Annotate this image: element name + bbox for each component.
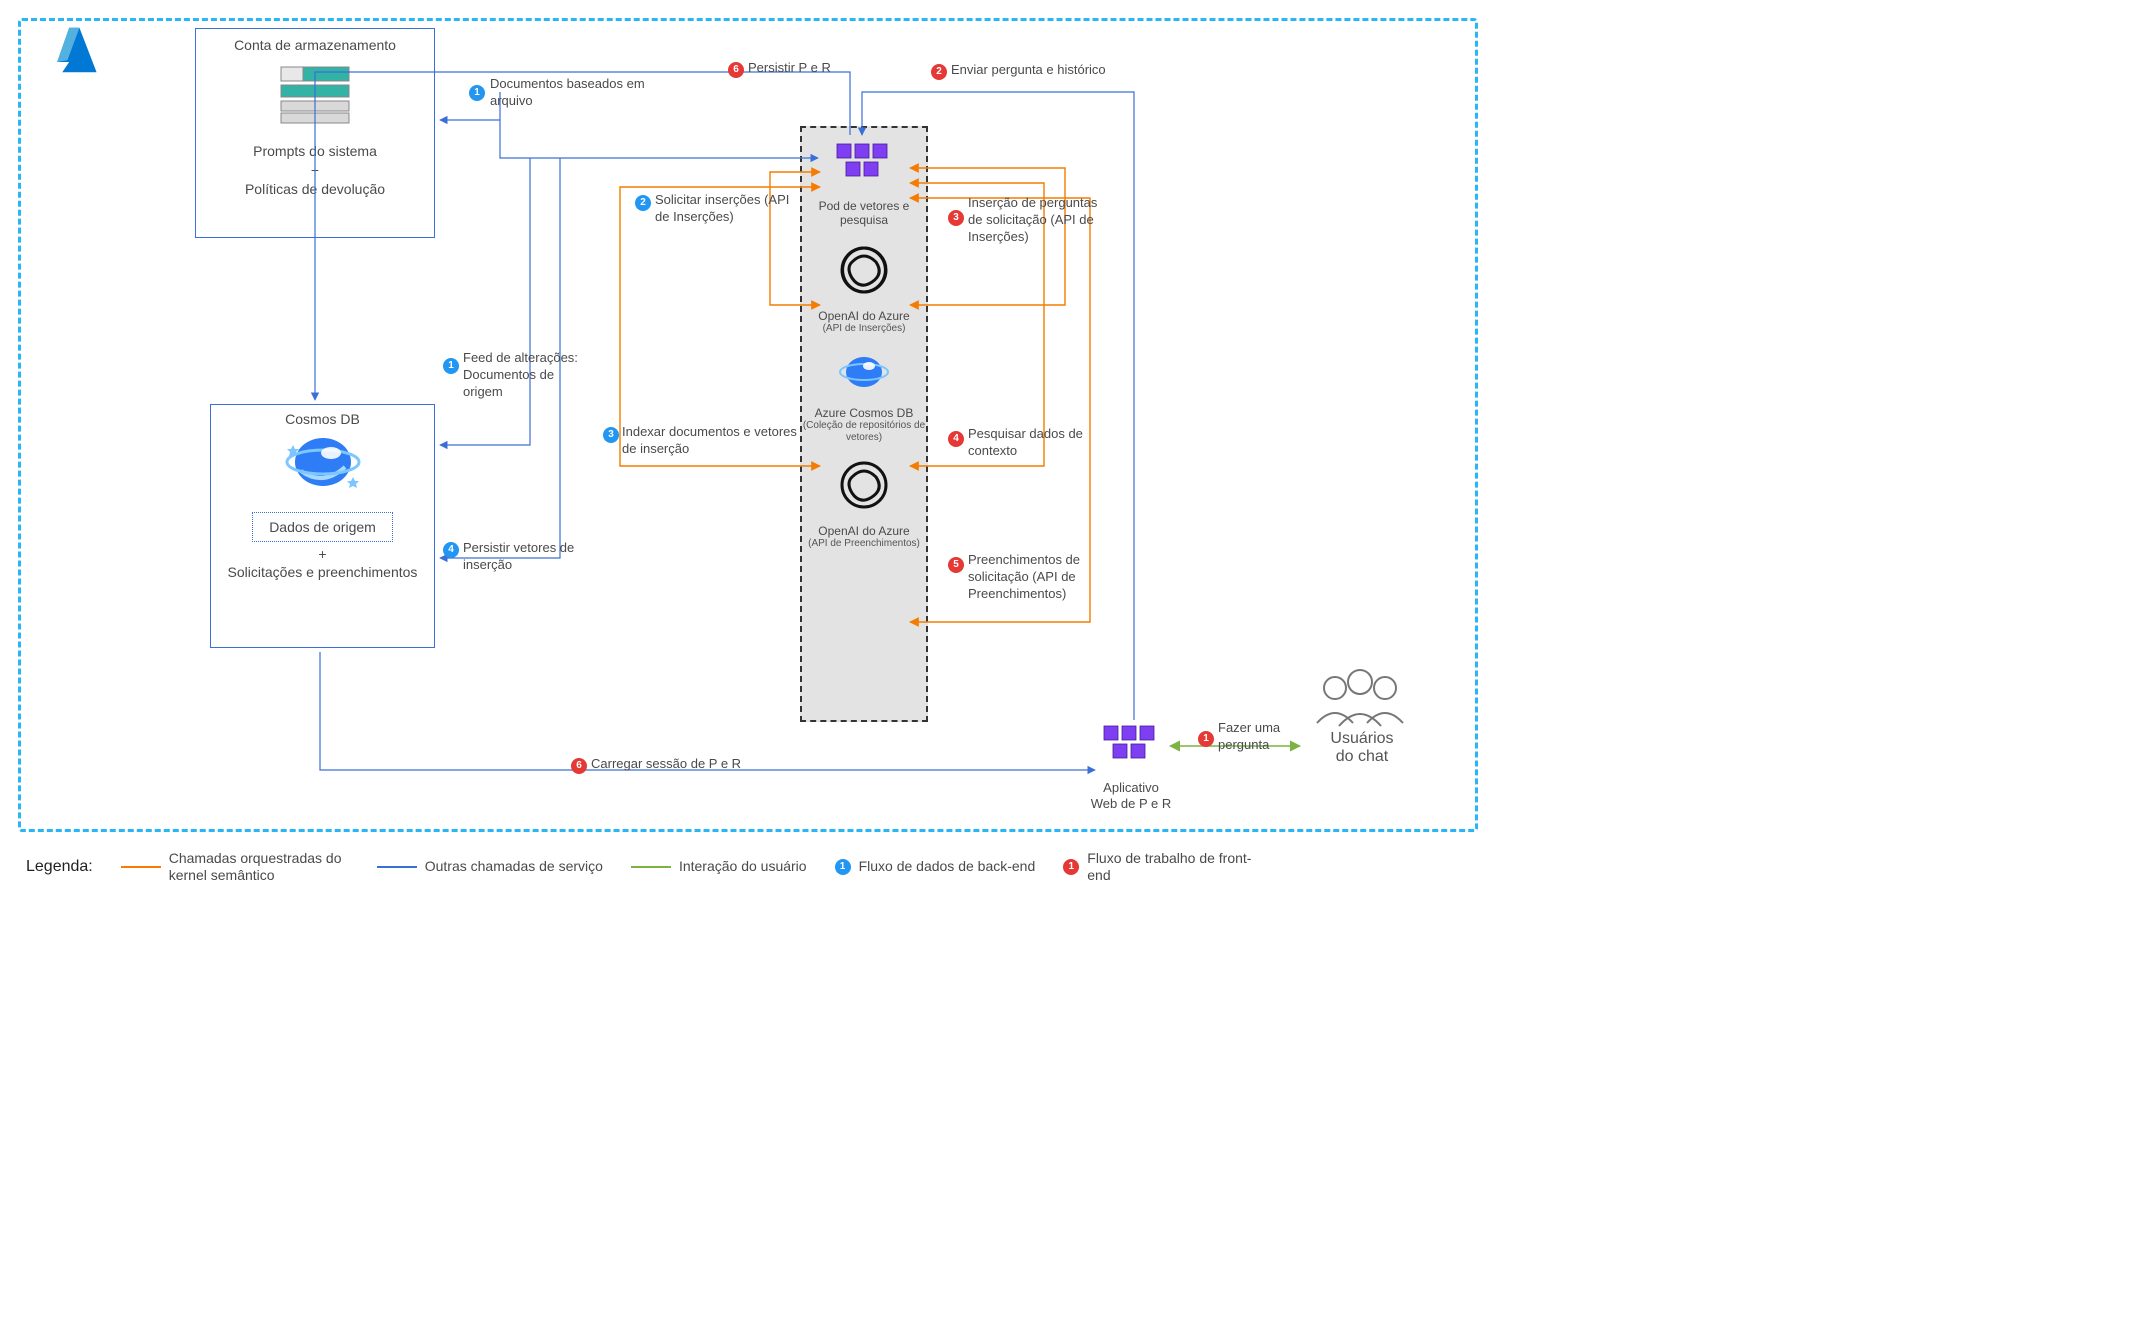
storage-sub-plus: + <box>311 162 319 178</box>
legend-swatch-blue <box>377 866 417 868</box>
webapp-label-line2: Web de P e R <box>1091 796 1171 811</box>
openai-preenchimentos-icon <box>836 457 892 513</box>
step-badge-b-red-2: 2 <box>931 64 947 80</box>
azure-logo-icon <box>50 26 102 74</box>
label-docs-file: Documentos baseados em arquivo <box>490 76 670 110</box>
label-insercoes: Solicitar inserções (API de Inserções) <box>655 192 805 226</box>
legend-title: Legenda: <box>26 858 93 876</box>
label-feed: Feed de alterações: Documentos de origem <box>463 350 583 401</box>
cosmos-source-data-box: Dados de origem <box>252 512 393 542</box>
legend-text-1: Outras chamadas de serviço <box>425 858 603 875</box>
storage-title: Conta de armazenamento <box>196 29 434 53</box>
storage-account-box: Conta de armazenamento Prompts do sistem… <box>195 28 435 238</box>
legend-swatch-green <box>631 866 671 868</box>
step-badge-b-blue-1a: 1 <box>469 85 485 101</box>
label-carregar: Carregar sessão de P e R <box>591 756 741 773</box>
step-badge-b-red-1: 1 <box>1198 731 1214 747</box>
pod-item-3-title: OpenAI do Azure <box>802 524 926 538</box>
step-badge-b-red-6b: 6 <box>571 758 587 774</box>
step-badge-b-blue-3: 3 <box>603 427 619 443</box>
users-label: Usuários do chat <box>1307 730 1417 766</box>
legend-text-2: Interação do usuário <box>679 858 807 875</box>
step-badge-b-blue-1b: 1 <box>443 358 459 374</box>
storage-sub-line1: Prompts do sistema <box>253 143 377 159</box>
legend-dot-red: 1 <box>1063 859 1079 875</box>
diagram-stage: Conta de armazenamento Prompts do sistem… <box>0 0 1500 923</box>
pod-item-2-title: Azure Cosmos DB <box>802 406 926 420</box>
cosmos-db-icon <box>283 427 363 497</box>
step-badge-b-blue-4: 4 <box>443 542 459 558</box>
vector-pod-icon <box>829 138 899 188</box>
legend-text-3: Fluxo de dados de back-end <box>859 858 1036 875</box>
users-label-line1: Usuários <box>1330 730 1393 747</box>
storage-subtitle: Prompts do sistema + Políticas de devolu… <box>196 142 434 199</box>
pod-item-0-title: Pod de vetores e pesquisa <box>802 199 926 228</box>
legend-text-4: Fluxo de trabalho de front-end <box>1087 850 1267 884</box>
legend-swatch-orange <box>121 866 161 868</box>
step-badge-b-blue-2: 2 <box>635 195 651 211</box>
step-badge-b-red-6a: 6 <box>728 62 744 78</box>
step-badge-b-red-4: 4 <box>948 431 964 447</box>
label-persist-vec: Persistir vetores de inserção <box>463 540 613 574</box>
pod-item-1-sub: (API de Inserções) <box>802 323 926 335</box>
pod-item-2-sub: (Coleção de repositórios de vetores) <box>802 420 926 443</box>
webapp-icon <box>1096 722 1166 778</box>
openai-insercoes-icon <box>836 242 892 298</box>
step-badge-b-red-3: 3 <box>948 210 964 226</box>
legend-item-0: Chamadas orquestradas do kernel semântic… <box>121 850 349 884</box>
step-badge-b-red-5: 5 <box>948 557 964 573</box>
cosmos-db-pod-icon <box>836 349 892 395</box>
storage-sub-line2: Políticas de devolução <box>245 181 385 197</box>
label-indexar: Indexar documentos e vetores de inserção <box>622 424 802 458</box>
legend-item-2: Interação do usuário <box>631 858 807 875</box>
cosmos-sol-label: Solicitações e preenchimentos <box>211 564 434 580</box>
pod-item-1-title: OpenAI do Azure <box>802 309 926 323</box>
cosmos-title: Cosmos DB <box>211 405 434 427</box>
legend: Legenda: Chamadas orquestradas do kernel… <box>26 850 1267 884</box>
service-pod-column: Pod de vetores e pesquisa OpenAI do Azur… <box>800 126 928 722</box>
label-insercao-perg: Inserção de perguntas de solicitação (AP… <box>968 195 1098 246</box>
pod-item-3-sub: (API de Preenchimentos) <box>802 538 926 550</box>
webapp-label-line1: Aplicativo <box>1103 780 1159 795</box>
legend-item-4: 1 Fluxo de trabalho de front-end <box>1063 850 1267 884</box>
label-enviar: Enviar pergunta e histórico <box>951 62 1106 79</box>
label-fazer-perg: Fazer uma pergunta <box>1218 720 1308 754</box>
cosmos-db-box: Cosmos DB Dados de origem + Solicitações… <box>210 404 435 648</box>
legend-dot-blue: 1 <box>835 859 851 875</box>
legend-item-3: 1 Fluxo de dados de back-end <box>835 858 1036 875</box>
cosmos-plus: + <box>211 546 434 562</box>
users-label-line2: do chat <box>1336 748 1388 765</box>
users-icon <box>1305 668 1415 730</box>
legend-text-0: Chamadas orquestradas do kernel semântic… <box>169 850 349 884</box>
label-pesq-ctx: Pesquisar dados de contexto <box>968 426 1098 460</box>
webapp-label: Aplicativo Web de P e R <box>1076 780 1186 811</box>
storage-account-icon <box>279 65 351 125</box>
legend-item-1: Outras chamadas de serviço <box>377 858 603 875</box>
label-persist-pr: Persistir P e R <box>748 60 831 77</box>
label-preench: Preenchimentos de solicitação (API de Pr… <box>968 552 1108 603</box>
